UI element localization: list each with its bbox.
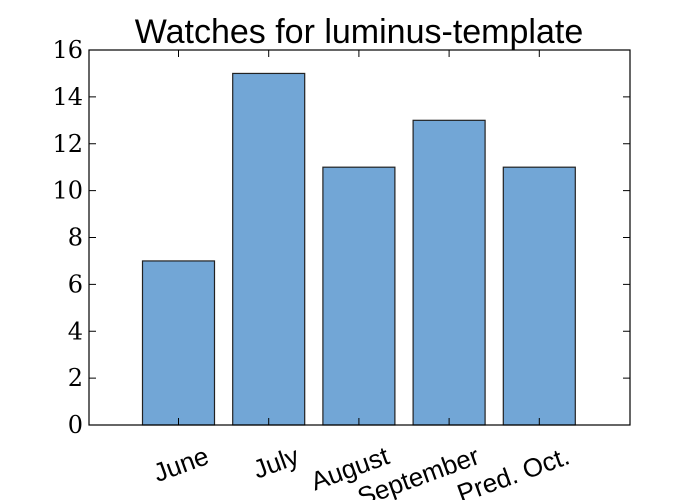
bar-august	[322, 166, 396, 426]
y-tick-label: 4	[68, 317, 83, 345]
chart-title: Watches for luminus-template	[135, 13, 583, 51]
y-tick-label: 12	[52, 130, 83, 158]
y-tick-label: 16	[52, 36, 83, 64]
bar-june	[141, 260, 216, 426]
y-tick-label: 6	[68, 270, 83, 298]
y-tick-labels: 0 2 4 6 8 10 12 14 16	[52, 36, 83, 439]
y-tick-label: 14	[52, 83, 83, 111]
y-tick-label: 2	[68, 364, 83, 392]
x-tick-label: July	[249, 440, 303, 484]
bars-group	[141, 72, 576, 426]
y-tick-label: 8	[68, 224, 83, 252]
bar-pred-oct	[502, 166, 576, 426]
y-tick-label: 0	[68, 411, 83, 439]
bar-september	[412, 119, 486, 426]
plot-frame	[88, 49, 631, 426]
x-tick-label: June	[149, 440, 212, 487]
bar-july	[232, 72, 306, 426]
y-tick-label: 10	[52, 177, 83, 205]
